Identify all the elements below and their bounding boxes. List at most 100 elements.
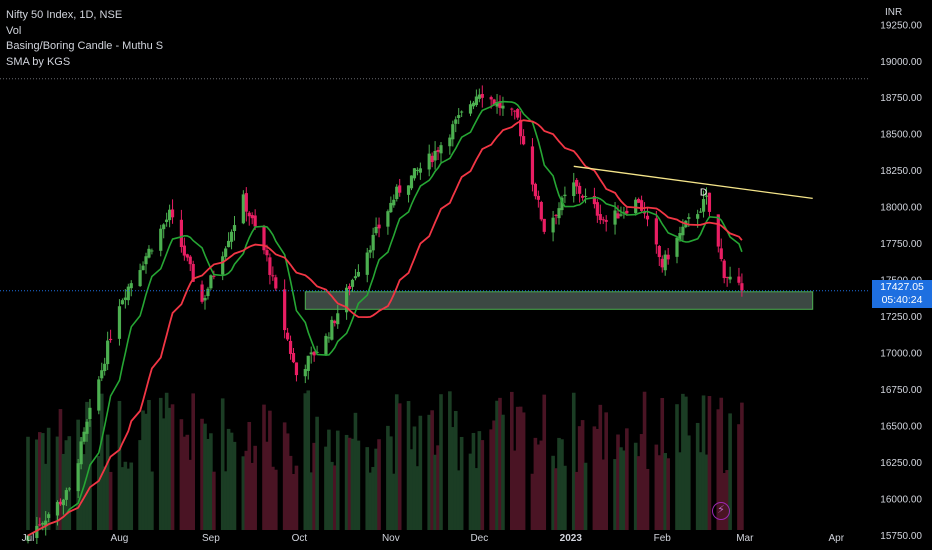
volume-bar xyxy=(203,423,207,530)
volume-bar xyxy=(418,415,423,530)
candle-body xyxy=(716,214,720,247)
candle-body xyxy=(519,119,523,137)
candle-body xyxy=(117,306,122,339)
candle-body xyxy=(227,240,231,248)
volume-bar xyxy=(229,432,234,530)
candle-body xyxy=(336,313,340,325)
volume-bar xyxy=(209,433,213,530)
candle-body xyxy=(61,499,65,506)
volume-bar xyxy=(430,410,434,530)
volume-bar xyxy=(521,412,526,530)
currency-label[interactable]: INR xyxy=(885,7,903,18)
volume-bar xyxy=(368,472,372,530)
symbol-title[interactable]: Nifty 50 Index, 1D, NSE xyxy=(6,9,123,21)
volume-bar xyxy=(371,466,375,530)
volume-bar xyxy=(226,428,231,530)
candle-body xyxy=(126,286,130,301)
volume-bar xyxy=(232,441,237,530)
volume-bar xyxy=(728,413,732,530)
candle-body xyxy=(353,276,358,279)
volume-bar xyxy=(188,459,193,530)
x-tick-label: Oct xyxy=(292,533,308,544)
volume-bar xyxy=(642,391,647,530)
candle-body xyxy=(333,320,337,324)
candle-body xyxy=(356,271,360,277)
x-tick-label: 2023 xyxy=(560,533,583,544)
volume-bar xyxy=(212,471,216,530)
candle-body xyxy=(530,146,535,185)
candle-body xyxy=(327,337,331,339)
flash-icon[interactable]: ⚡ xyxy=(712,502,730,520)
candle-body xyxy=(200,284,204,302)
volume-bar xyxy=(716,409,721,530)
candle-body xyxy=(418,168,422,173)
volume-bar xyxy=(356,440,361,530)
candle-body xyxy=(737,276,741,283)
candle-body xyxy=(250,215,254,219)
candle-body xyxy=(35,525,39,538)
volume-bar xyxy=(294,465,299,530)
volume-bar xyxy=(510,391,514,530)
candle-body xyxy=(165,219,169,223)
volume-bar xyxy=(681,393,685,530)
candle-body xyxy=(533,183,537,197)
volume-bar xyxy=(312,442,316,530)
candle-body xyxy=(129,283,133,289)
candle-body xyxy=(395,186,399,200)
indicator-sma[interactable]: SMA by KGS xyxy=(6,55,71,68)
volume-bar xyxy=(639,434,644,530)
candle-body xyxy=(601,219,605,221)
candle-body xyxy=(386,211,390,227)
x-tick-label: Feb xyxy=(654,533,672,544)
volume-bar xyxy=(285,433,290,530)
candle-body xyxy=(88,407,92,420)
candle-body xyxy=(560,197,564,211)
candle-body xyxy=(681,226,685,236)
candle-body xyxy=(539,202,543,220)
candle-body xyxy=(182,245,186,256)
candle-body xyxy=(123,297,127,300)
candle-body xyxy=(241,194,245,224)
volume-bar xyxy=(291,473,296,530)
volume-bar xyxy=(684,396,688,530)
indicator-vol[interactable]: Vol xyxy=(6,24,22,37)
volume-bar xyxy=(324,446,328,530)
candle-body xyxy=(224,248,228,257)
volume-bar xyxy=(102,466,107,530)
candle-body xyxy=(147,248,151,258)
candle-body xyxy=(498,101,502,108)
candle-body xyxy=(185,254,189,258)
candle-body xyxy=(286,332,290,340)
candle-body xyxy=(262,226,266,251)
volume-bar xyxy=(389,436,393,530)
y-tick-label: 18000.00 xyxy=(880,203,922,214)
volume-bar xyxy=(453,410,458,530)
volume-bar xyxy=(394,394,399,530)
time-axis[interactable]: Jul Aug Sep Oct Nov Dec 2023 Feb Mar Apr xyxy=(22,533,845,544)
volume-bar xyxy=(274,469,278,530)
indicator-basing[interactable]: Basing/Boring Candle - Muthu S xyxy=(6,40,164,52)
candle-body xyxy=(604,219,608,222)
candle-body xyxy=(725,276,729,278)
candle-body xyxy=(159,228,163,251)
chart-legend: Nifty 50 Index, 1D, NSE Vol Basing/Borin… xyxy=(6,8,163,70)
volume-bar xyxy=(247,421,252,530)
volume-bar xyxy=(185,434,190,530)
candle-body xyxy=(97,379,101,411)
candle-body xyxy=(82,431,86,442)
candle-body xyxy=(288,340,293,354)
volume-bar xyxy=(616,434,620,530)
candle-body xyxy=(619,214,623,216)
volume-bar xyxy=(374,448,378,530)
candle-body xyxy=(315,351,319,353)
candle-body xyxy=(666,254,670,260)
volume-bar xyxy=(622,450,626,530)
volume-bar xyxy=(580,420,585,530)
volume-bar xyxy=(577,426,582,530)
candle-body xyxy=(575,179,579,187)
candle-body xyxy=(120,300,124,305)
volume-bar xyxy=(79,437,83,530)
volume-bar xyxy=(701,395,706,530)
volume-bar xyxy=(492,420,496,530)
